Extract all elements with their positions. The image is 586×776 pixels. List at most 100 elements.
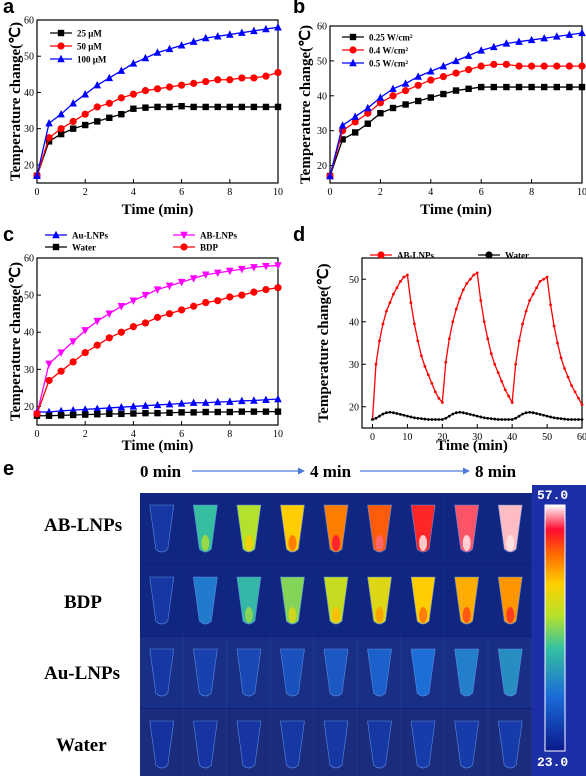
data-point [440,401,444,404]
data-point [426,373,430,377]
x-tick-label: 2 [378,187,383,198]
tube-image [149,576,175,625]
y-tick-label: 20 [24,160,34,171]
data-point [402,86,410,95]
y-tick-label: 20 [317,161,327,172]
legend-label: BDP [200,243,219,253]
data-point [454,307,458,311]
data-point [392,292,395,296]
data-point [388,410,392,414]
data-point [326,171,334,180]
data-point [556,416,559,420]
data-point [409,415,413,419]
data-point [190,103,197,111]
data-point [433,418,437,421]
data-point [129,297,138,305]
tube-image [280,720,305,769]
time-label-8: 8 min [475,462,517,481]
data-point [477,62,485,70]
data-point [57,349,65,357]
data-point [165,400,174,408]
data-point [381,322,385,326]
data-point [69,358,77,366]
data-point [414,72,422,80]
y-axis-label: Temperature change(℃) [8,262,24,421]
data-point [213,32,222,40]
tube-image [323,504,349,553]
x-tick-label: 30 [472,432,482,443]
data-point [503,388,507,392]
legend-marker [349,33,357,41]
data-point [262,72,270,80]
data-point [540,34,548,42]
x-tick-label: 10 [273,187,283,198]
data-point [531,411,535,415]
tube-image [280,504,305,553]
colorbar-max-label: 57.0 [537,488,569,503]
y-tick-label: 50 [24,291,34,302]
data-point [475,271,479,275]
series-line [36,287,279,415]
data-point [105,403,114,412]
data-point [538,279,542,283]
legend-entry: 50 μM [50,42,102,52]
data-point [452,56,460,65]
data-point [274,284,282,292]
legend-marker [377,251,385,259]
data-point [250,103,258,111]
data-point [45,360,53,368]
data-point [416,339,420,343]
data-point [214,408,221,416]
tube-hotspot [288,535,297,551]
legend-entry: Water [478,251,529,261]
data-point [250,26,258,35]
data-point [165,282,174,291]
data-point [371,418,374,421]
y-tick-label: 30 [24,124,34,135]
data-point [565,62,574,70]
data-point [238,291,246,299]
y-axis-label: Temperature change(℃) [298,25,314,184]
data-point [377,110,384,117]
data-point [274,408,282,415]
tube-hotspot [462,607,471,623]
data-point [524,411,528,415]
data-point [201,398,210,406]
tube-image [454,576,480,625]
series-line [329,63,582,177]
data-point [274,23,282,31]
data-point [274,103,282,111]
data-point [490,83,497,91]
data-point [447,337,451,341]
tube-image [236,720,262,769]
x-tick-label: 4 [428,187,433,198]
tube-image [497,720,523,769]
data-point [542,413,545,417]
data-point [141,291,150,300]
data-point [409,301,413,305]
data-point [238,396,246,405]
time-arrow-head [298,467,305,475]
legend-label: 100 μM [77,55,107,65]
data-point [376,99,384,107]
x-tick-label: 8 [529,187,534,198]
data-point [177,41,186,49]
data-point [105,334,113,342]
data-point [142,409,149,417]
tube-image [236,576,262,625]
x-tick-label: 0 [35,429,40,440]
data-point [447,414,451,418]
x-tick-label: 4 [131,187,136,198]
data-point [129,323,137,331]
panel-letter-a: a [3,0,15,18]
data-point [69,125,77,132]
data-point [388,301,392,305]
x-axis-label: Time (min) [122,438,194,454]
data-point [238,265,246,274]
data-point [165,44,174,53]
data-point [214,76,222,84]
y-tick-label: 30 [349,360,359,371]
legend-entry: BDP [173,243,219,253]
data-point [402,413,406,417]
data-point [553,62,561,70]
